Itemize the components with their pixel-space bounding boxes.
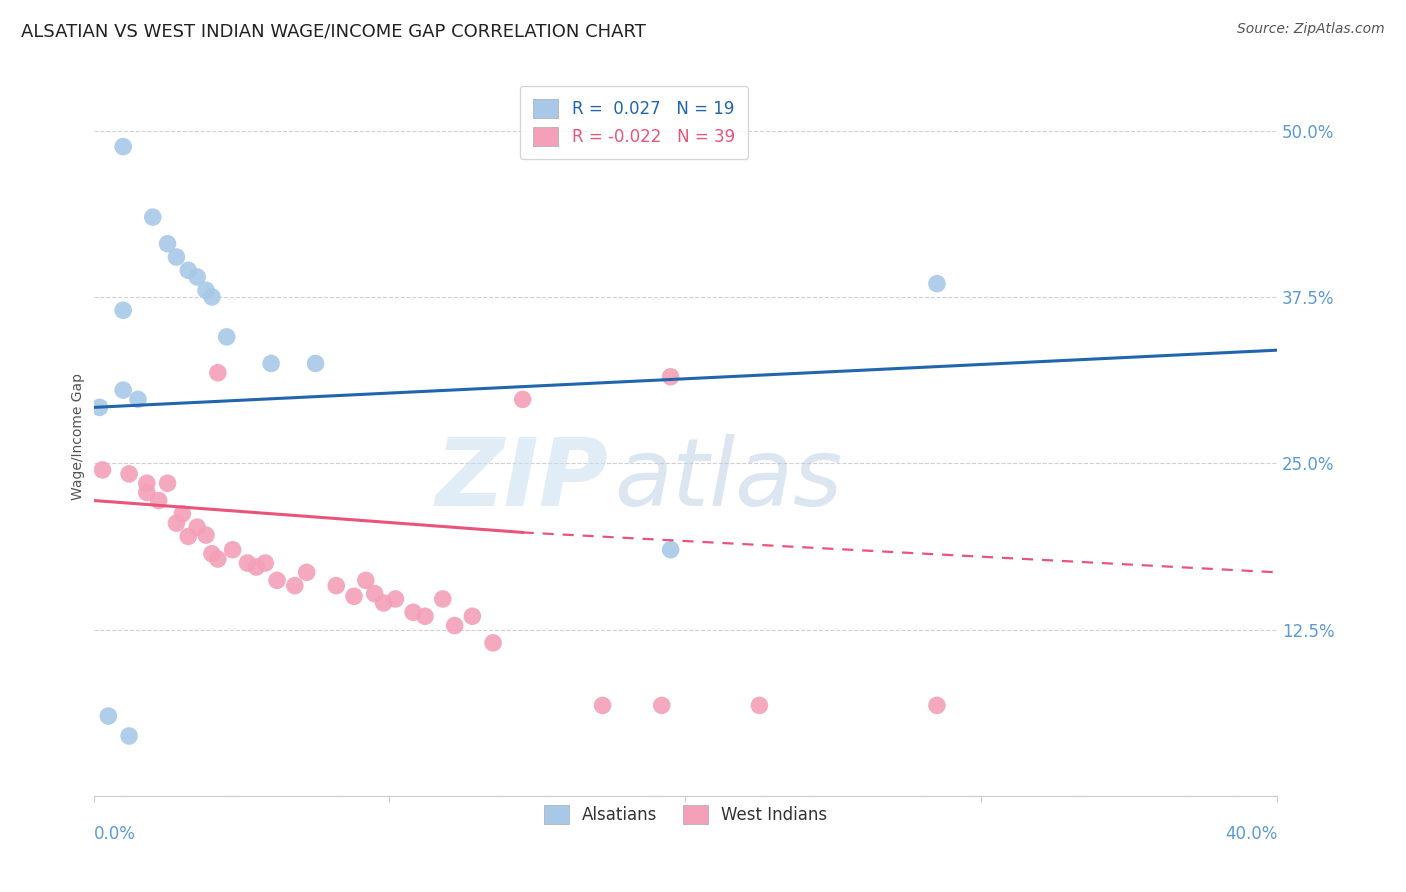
- Point: [284, 579, 307, 593]
- Point: [364, 587, 387, 601]
- Point: [118, 467, 141, 481]
- Point: [156, 236, 179, 251]
- Point: [343, 589, 366, 603]
- Point: [89, 401, 111, 415]
- Point: [135, 476, 157, 491]
- Point: [195, 283, 218, 297]
- Point: [91, 463, 114, 477]
- Point: [127, 392, 149, 407]
- Y-axis label: Wage/Income Gap: Wage/Income Gap: [72, 373, 86, 500]
- Point: [402, 605, 425, 619]
- Point: [295, 566, 318, 580]
- Point: [201, 290, 224, 304]
- Text: 0.0%: 0.0%: [94, 824, 135, 843]
- Point: [659, 542, 682, 557]
- Point: [373, 596, 395, 610]
- Point: [186, 520, 208, 534]
- Point: [112, 383, 135, 397]
- Point: [172, 507, 194, 521]
- Point: [354, 574, 377, 588]
- Point: [925, 277, 948, 291]
- Point: [165, 250, 187, 264]
- Point: [177, 263, 200, 277]
- Text: ZIP: ZIP: [436, 434, 609, 525]
- Point: [97, 709, 120, 723]
- Point: [260, 356, 283, 370]
- Point: [177, 529, 200, 543]
- Point: [207, 366, 229, 380]
- Point: [266, 574, 288, 588]
- Point: [482, 636, 505, 650]
- Point: [461, 609, 484, 624]
- Point: [748, 698, 770, 713]
- Point: [112, 303, 135, 318]
- Point: [195, 528, 218, 542]
- Point: [592, 698, 614, 713]
- Point: [148, 493, 170, 508]
- Point: [215, 330, 238, 344]
- Text: atlas: atlas: [614, 434, 842, 525]
- Point: [118, 729, 141, 743]
- Point: [325, 579, 347, 593]
- Text: ALSATIAN VS WEST INDIAN WAGE/INCOME GAP CORRELATION CHART: ALSATIAN VS WEST INDIAN WAGE/INCOME GAP …: [21, 22, 645, 40]
- Point: [384, 591, 406, 606]
- Point: [201, 547, 224, 561]
- Point: [925, 698, 948, 713]
- Point: [186, 270, 208, 285]
- Point: [135, 485, 157, 500]
- Point: [156, 476, 179, 491]
- Point: [245, 560, 267, 574]
- Point: [659, 369, 682, 384]
- Point: [512, 392, 534, 407]
- Point: [221, 542, 243, 557]
- Point: [142, 210, 165, 224]
- Point: [207, 552, 229, 566]
- Text: 40.0%: 40.0%: [1225, 824, 1277, 843]
- Point: [432, 591, 454, 606]
- Text: Source: ZipAtlas.com: Source: ZipAtlas.com: [1237, 22, 1385, 37]
- Point: [165, 516, 187, 530]
- Point: [413, 609, 436, 624]
- Legend: Alsatians, West Indians: Alsatians, West Indians: [537, 798, 834, 830]
- Point: [254, 556, 277, 570]
- Point: [236, 556, 259, 570]
- Point: [112, 139, 135, 153]
- Point: [443, 618, 465, 632]
- Point: [304, 356, 326, 370]
- Point: [651, 698, 673, 713]
